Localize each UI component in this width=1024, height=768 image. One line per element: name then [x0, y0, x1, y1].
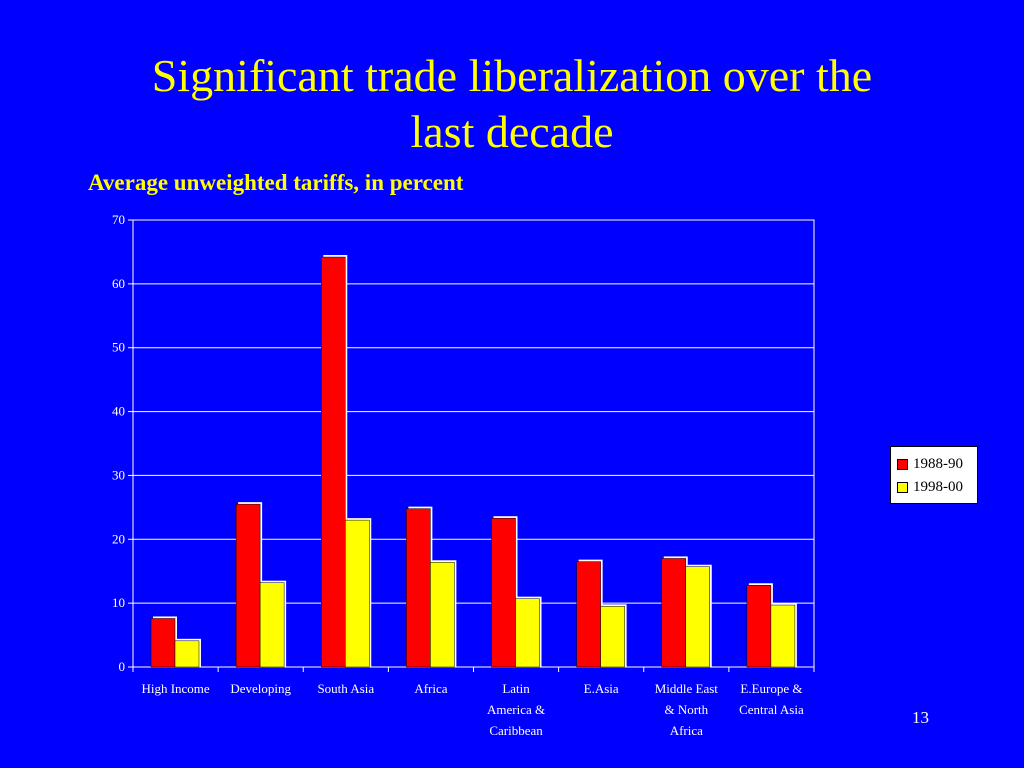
legend-swatch-1998 [897, 482, 908, 493]
bar-1998-00-6 [685, 566, 710, 668]
legend-swatch-1988 [897, 459, 908, 470]
x-tick-label: Developing [230, 681, 291, 696]
x-tick-label: Africa [670, 723, 703, 738]
slide-title-line-2: last decade [410, 106, 614, 157]
y-tick-label: 30 [112, 467, 125, 482]
y-tick-label: 40 [112, 404, 125, 419]
bar-1988-90-0 [150, 618, 176, 668]
slide-title-line-1: Significant trade liberalization over th… [151, 50, 873, 101]
bar-1998-00-2 [345, 519, 370, 668]
bar-1988-90-6 [661, 558, 686, 668]
bar-1998-00-7 [770, 604, 796, 668]
y-tick-label: 60 [112, 276, 125, 291]
y-tick-label: 50 [112, 340, 125, 355]
plot-area [132, 219, 815, 668]
x-tick-label: & North [664, 702, 708, 717]
y-tick-label: 0 [119, 659, 126, 674]
x-tick-label: Central Asia [739, 702, 804, 717]
legend-label-1998: 1998-00 [913, 479, 963, 495]
y-tick-label: 10 [112, 595, 125, 610]
chart-title: Average unweighted tariffs, in percent [88, 170, 464, 195]
bar-1988-90-5 [576, 561, 601, 668]
legend-label-1988: 1988-90 [913, 456, 963, 472]
y-tick-label: 20 [112, 531, 125, 546]
x-tick-label: South Asia [317, 681, 374, 696]
slide-title: Significant trade liberalization over th… [0, 48, 1024, 160]
bar-1998-00-5 [600, 606, 625, 668]
bar-1988-90-1 [235, 503, 261, 668]
legend-item-1988: 1988-90 [897, 453, 977, 476]
x-tick-label: Middle East [655, 681, 719, 696]
x-tick-label: E.Asia [584, 681, 619, 696]
x-tick-label: America & [487, 702, 545, 717]
bar-1998-00-4 [515, 598, 540, 668]
bar-1998-00-3 [430, 562, 455, 668]
x-tick-label: Africa [414, 681, 447, 696]
bar-1988-90-7 [746, 585, 772, 668]
bar-1988-90-4 [491, 517, 516, 668]
x-tick-label: High Income [141, 681, 209, 696]
x-tick-label: Caribbean [489, 723, 543, 738]
bar-1988-90-2 [321, 256, 346, 668]
y-tick-label: 70 [112, 212, 125, 227]
x-tick-label: E.Europe & [740, 681, 802, 696]
legend-item-1998: 1998-00 [897, 476, 977, 499]
chart-legend: 1988-90 1998-00 [890, 446, 978, 504]
x-tick-label: Latin [502, 681, 530, 696]
bar-1988-90-3 [406, 508, 431, 668]
bar-1998-00-0 [174, 640, 200, 668]
page-number: 13 [912, 708, 929, 727]
bar-1998-00-1 [259, 582, 285, 668]
